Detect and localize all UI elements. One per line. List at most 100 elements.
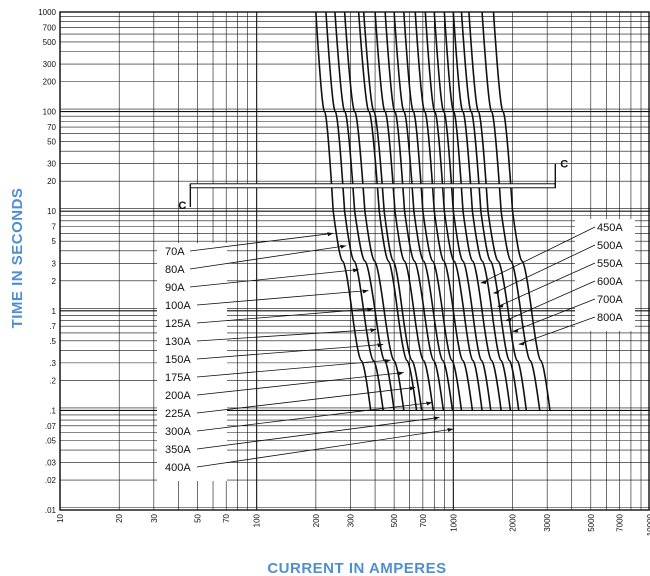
x-tick-label: 10000: [646, 513, 650, 536]
callout-leader: [518, 316, 596, 345]
fuse-curves: [315, 11, 551, 411]
c-marker-label-right: C: [560, 159, 568, 171]
callout-arrowhead: [366, 307, 373, 312]
callout-label: 225A: [165, 408, 191, 420]
callout-leader: [196, 329, 377, 342]
callout-leader: [196, 387, 416, 414]
y-tick-label: 200: [43, 78, 57, 87]
callout-leader: [189, 269, 359, 288]
callout-leader: [196, 417, 440, 450]
curve-70a: [315, 11, 372, 411]
curve-80a: [325, 11, 385, 411]
y-tick-label: 3: [52, 259, 57, 268]
callout-label: 130A: [165, 336, 191, 348]
callout-label: 700A: [597, 294, 623, 306]
callout-arrowhead: [397, 371, 404, 376]
callout-arrowhead: [447, 428, 454, 433]
callout-leader: [493, 244, 596, 294]
callout-arrowhead: [518, 341, 525, 346]
curve-500a: [452, 11, 512, 411]
x-tick-label: 700: [419, 513, 428, 527]
callout-label: 550A: [597, 258, 623, 270]
c-marker: CC: [178, 159, 568, 212]
y-tick-label: 300: [43, 60, 57, 69]
x-tick-label: 20: [115, 513, 124, 522]
callout-leader: [497, 262, 596, 308]
y-tick-label: .3: [49, 359, 56, 368]
y-tick-label: 1000: [38, 8, 56, 17]
callout-label: 150A: [165, 354, 191, 366]
callout-arrowhead: [377, 343, 384, 348]
plot-border: [59, 11, 650, 511]
x-tick-label: 200: [312, 513, 321, 527]
callout-leader: [480, 226, 596, 284]
x-tick-labels: 10 20 30 50 70 100 200 300 500 700 1000 2000 3000 500…: [56, 513, 650, 536]
left-callout-box: [157, 243, 227, 481]
callout-leader: [189, 245, 347, 270]
curve-150a: [374, 11, 434, 411]
callout-leader: [196, 308, 373, 324]
callout-label: 70A: [165, 246, 185, 258]
callout-leader: [196, 372, 404, 396]
callout-label: 90A: [165, 282, 185, 294]
callout-label: 300A: [165, 426, 191, 438]
y-tick-label: 500: [43, 38, 57, 47]
callout-arrowhead: [370, 328, 377, 333]
curve-300a: [414, 11, 474, 411]
y-tick-labels: 1000 700 500 300 200 100 70 50 30 20 10 7 5 3 2 1 .7 .5 .3…: [38, 8, 56, 515]
callout-arrowhead: [384, 359, 391, 364]
x-tick-label: 500: [390, 513, 399, 527]
y-tick-label: 20: [47, 177, 56, 186]
callout-arrowhead: [409, 386, 416, 391]
y-tick-label: .01: [45, 506, 57, 515]
curve-600a: [468, 11, 528, 411]
callout-label: 350A: [165, 444, 191, 456]
y-tick-label: 5: [52, 237, 57, 246]
callout-label: 80A: [165, 264, 185, 276]
y-tick-label: .07: [45, 422, 57, 431]
x-tick-label: 30: [150, 513, 159, 522]
curve-125a: [357, 11, 418, 411]
chart-frame: [59, 11, 650, 511]
callout-arrowhead: [480, 280, 487, 285]
curve-350a: [424, 11, 483, 411]
y-tick-label: .05: [45, 436, 57, 445]
y-tick-label: .5: [49, 337, 56, 346]
y-tick-label: 1: [52, 307, 57, 316]
callout-label: 125A: [165, 318, 191, 330]
callout-leader: [196, 428, 454, 468]
curve-175a: [384, 11, 445, 411]
curve-225a: [403, 11, 463, 411]
y-tick-label: 7: [52, 223, 57, 232]
callout-leader: [196, 402, 433, 432]
callout-leader: [189, 232, 334, 252]
x-tick-label: 1000: [449, 513, 458, 531]
x-tick-label: 3000: [543, 513, 552, 531]
callout-arrowhead: [433, 416, 440, 421]
x-tick-label: 5000: [587, 513, 596, 531]
callout-label: 400A: [165, 462, 191, 474]
x-tick-label: 2000: [509, 513, 518, 531]
c-marker-label-left: C: [178, 200, 186, 212]
callout-leader: [196, 359, 391, 378]
y-tick-label: 10: [47, 207, 56, 216]
y-tick-label: .2: [49, 376, 56, 385]
y-tick-label: 2: [52, 277, 57, 286]
callout-arrowhead: [352, 268, 359, 273]
y-tick-label: 50: [47, 138, 56, 147]
y-tick-label: .03: [45, 458, 57, 467]
callout-label: 200A: [165, 390, 191, 402]
callout-label: 450A: [597, 222, 623, 234]
curve-800a: [492, 11, 551, 411]
callout-arrowhead: [340, 244, 347, 249]
callout-arrowhead: [497, 303, 504, 308]
callout-label: 500A: [597, 240, 623, 252]
curve-400a: [433, 11, 492, 411]
callout-leader: [505, 280, 596, 321]
callout-leader: [196, 290, 369, 306]
callout-arrowhead: [493, 290, 500, 295]
callout-label: 175A: [165, 372, 191, 384]
callout-arrowhead: [505, 317, 512, 322]
y-axis-title: TIME IN SECONDS: [9, 188, 26, 329]
y-tick-label: 70: [47, 123, 56, 132]
